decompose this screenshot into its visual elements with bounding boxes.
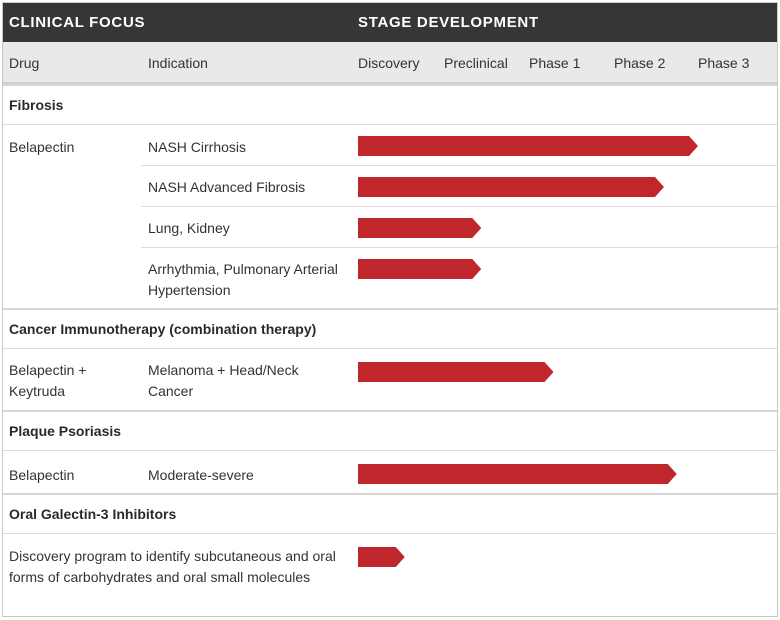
row-divider xyxy=(141,165,777,166)
indication-cell: Arrhythmia, Pulmonary Arterial Hypertens… xyxy=(148,261,338,298)
stage-progress-bar xyxy=(358,177,664,197)
table-top-bar: CLINICAL FOCUS STAGE DEVELOPMENT xyxy=(3,3,777,42)
row-divider xyxy=(141,247,777,248)
indication-cell: NASH Cirrhosis xyxy=(148,139,247,155)
stage-progress-bar xyxy=(358,218,482,238)
table-row: Arrhythmia, Pulmonary Arterial Hypertens… xyxy=(3,248,777,308)
stage-header-phase-3: Phase 3 xyxy=(698,55,750,71)
stage-header-phase-2: Phase 2 xyxy=(614,55,666,71)
indication-cell: Lung, Kidney xyxy=(148,220,230,236)
section-title: Oral Galectin-3 Inhibitors xyxy=(9,506,177,522)
stage-progress-bar xyxy=(358,136,698,156)
indication-cell: Melanoma + Head/Neck Cancer xyxy=(148,362,299,399)
section-title: Cancer Immunotherapy (combination therap… xyxy=(9,321,317,337)
drug-cell: Belapectin + Keytruda xyxy=(9,362,87,399)
indication-cell: NASH Advanced Fibrosis xyxy=(148,179,306,195)
stage-header-phase-1: Phase 1 xyxy=(529,55,581,71)
stage-progress-bar xyxy=(358,259,482,279)
section-fibrosis: Fibrosis xyxy=(3,84,777,125)
stage-progress-bar xyxy=(358,362,554,382)
section-plaque-psoriasis: Plaque Psoriasis xyxy=(3,410,777,451)
indication-column-header: Indication xyxy=(148,55,208,71)
table-row: Discovery program to identify subcutaneo… xyxy=(3,534,777,616)
table-row: Lung, Kidney xyxy=(3,207,777,247)
program-description-cell: Discovery program to identify subcutaneo… xyxy=(9,548,336,585)
stage-progress-bar xyxy=(358,547,405,567)
drug-column-header: Drug xyxy=(9,55,40,71)
section-oral-galectin-3-inhibitors: Oral Galectin-3 Inhibitors xyxy=(3,493,777,534)
table-row: Belapectin Moderate-severe xyxy=(3,451,777,492)
row-divider xyxy=(141,206,777,207)
drug-cell: Belapectin xyxy=(9,467,75,483)
column-header-row: Drug Indication Discovery Preclinical Ph… xyxy=(3,42,777,84)
stage-header-preclinical: Preclinical xyxy=(444,55,508,71)
drug-cell: Belapectin xyxy=(9,139,75,155)
section-title: Fibrosis xyxy=(9,97,64,113)
section-title: Plaque Psoriasis xyxy=(9,423,122,439)
stage-progress-bars xyxy=(358,136,698,567)
indication-cell: Moderate-severe xyxy=(148,467,254,483)
section-cancer-immunotherapy: Cancer Immunotherapy (combination therap… xyxy=(3,308,777,349)
table-row: NASH Advanced Fibrosis xyxy=(3,166,777,206)
stage-development-title: STAGE DEVELOPMENT xyxy=(358,14,539,31)
table-row: Belapectin + Keytruda Melanoma + Head/Ne… xyxy=(3,349,777,410)
stage-progress-bar xyxy=(358,464,677,484)
table-row: Belapectin NASH Cirrhosis xyxy=(3,125,777,165)
clinical-focus-title: CLINICAL FOCUS xyxy=(9,14,146,31)
stage-header-discovery: Discovery xyxy=(358,55,420,71)
